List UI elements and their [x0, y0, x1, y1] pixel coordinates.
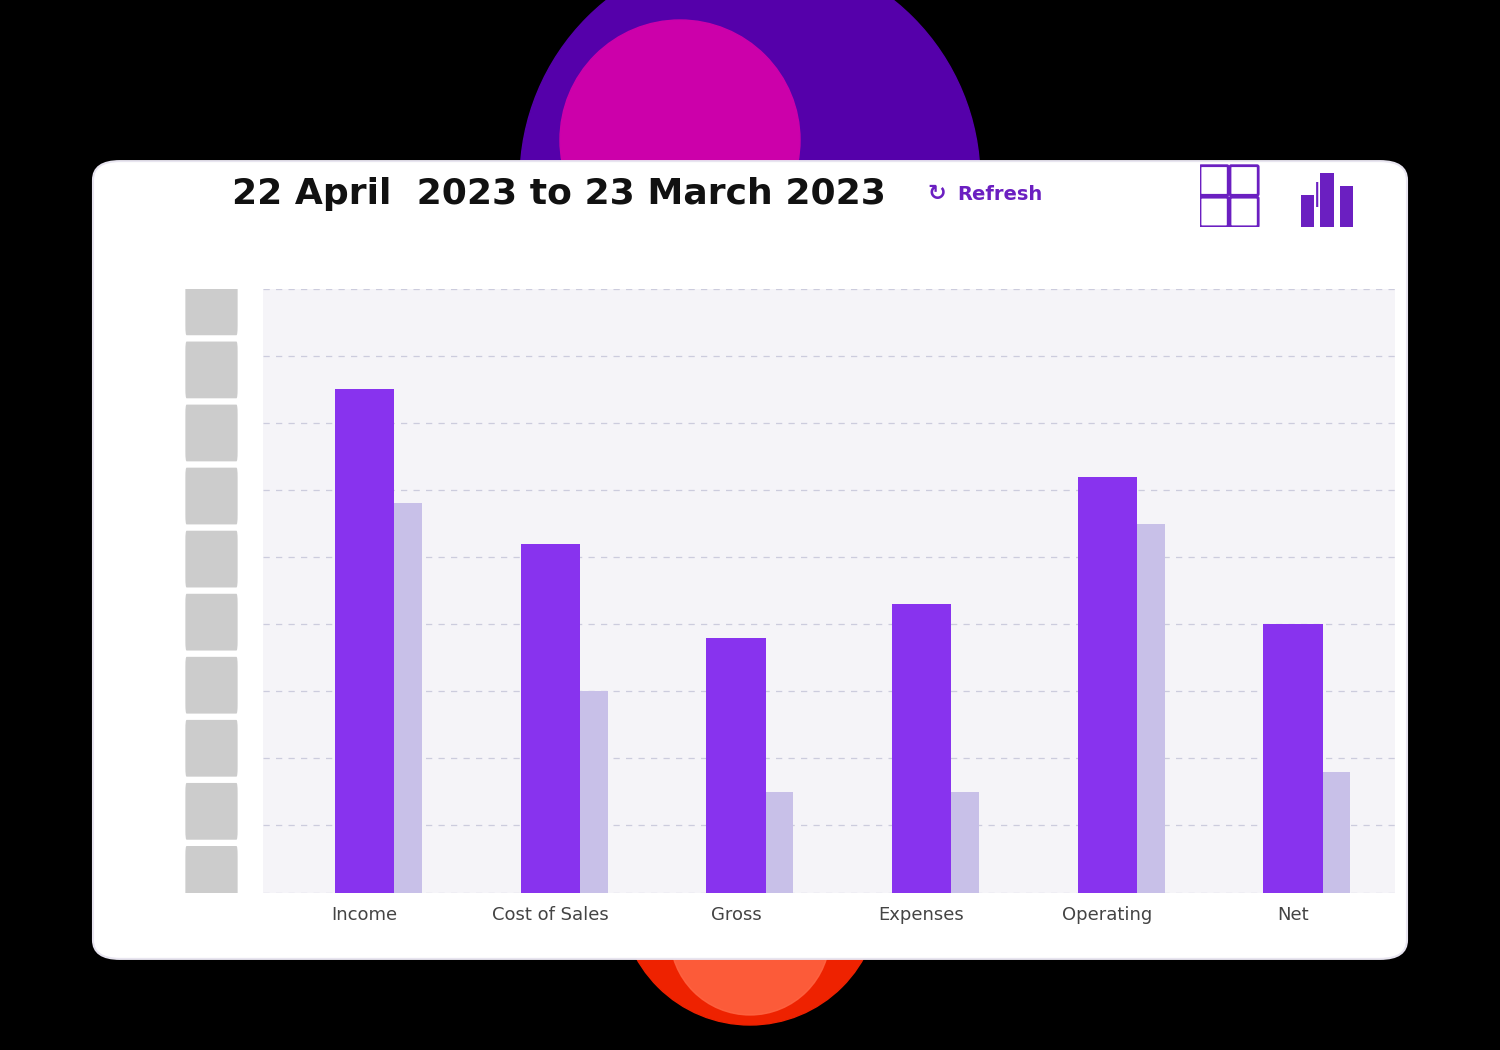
Circle shape	[670, 855, 830, 1015]
Text: ‖: ‖	[1312, 182, 1324, 207]
FancyBboxPatch shape	[186, 530, 237, 587]
Text: ↻: ↻	[927, 184, 945, 205]
Text: 22 April  2023 to 23 March 2023: 22 April 2023 to 23 March 2023	[232, 177, 886, 211]
FancyBboxPatch shape	[186, 341, 237, 398]
Bar	[334, 390, 394, 892]
Text: Refresh: Refresh	[957, 185, 1042, 204]
Bar	[1263, 624, 1323, 892]
Bar	[1340, 186, 1353, 227]
Bar	[734, 792, 794, 892]
Bar	[1292, 772, 1350, 892]
Bar	[1106, 524, 1166, 892]
FancyBboxPatch shape	[186, 278, 237, 335]
Circle shape	[560, 20, 800, 260]
FancyBboxPatch shape	[186, 783, 237, 840]
Circle shape	[520, 0, 980, 410]
Bar	[363, 503, 422, 892]
Bar	[920, 792, 980, 892]
FancyBboxPatch shape	[186, 404, 237, 461]
Bar	[1077, 477, 1137, 892]
Bar	[706, 637, 765, 892]
Circle shape	[620, 765, 880, 1025]
Bar	[1300, 195, 1314, 227]
FancyBboxPatch shape	[186, 594, 237, 651]
FancyBboxPatch shape	[186, 720, 237, 777]
Bar	[549, 691, 608, 892]
Bar	[1320, 173, 1334, 227]
FancyBboxPatch shape	[186, 657, 237, 714]
FancyBboxPatch shape	[186, 846, 237, 903]
Bar	[520, 544, 580, 892]
Bar	[892, 604, 951, 892]
FancyBboxPatch shape	[186, 467, 237, 524]
